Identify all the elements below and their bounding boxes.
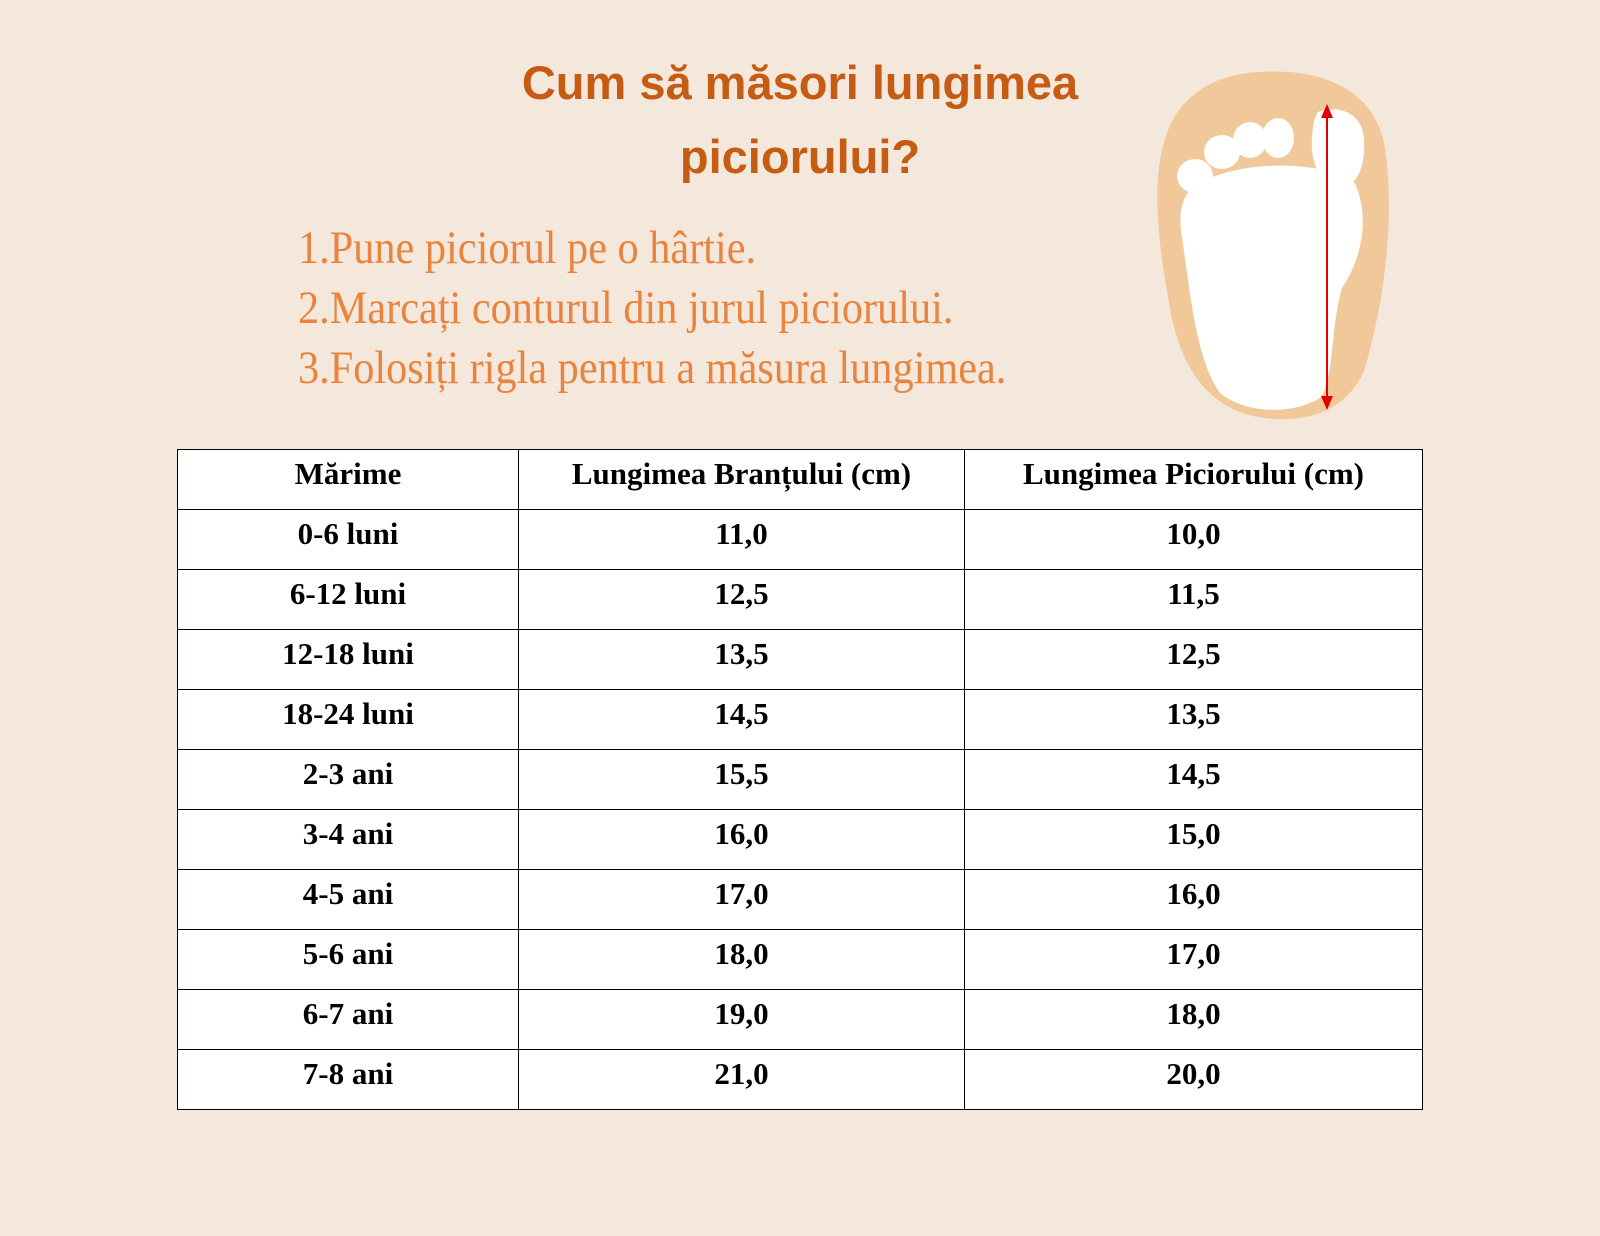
cell-insole-length: 15,5 bbox=[518, 749, 965, 810]
cell-size: 6-7 ani bbox=[177, 989, 519, 1050]
cell-size: 5-6 ani bbox=[177, 929, 519, 990]
cell-insole-length: 16,0 bbox=[518, 809, 965, 870]
cell-size: 3-4 ani bbox=[177, 809, 519, 870]
cell-insole-length: 19,0 bbox=[518, 989, 965, 1050]
cell-foot-length: 20,0 bbox=[964, 1049, 1423, 1110]
cell-size: 6-12 luni bbox=[177, 569, 519, 630]
cell-foot-length: 15,0 bbox=[964, 809, 1423, 870]
instructions: 1.Pune piciorul pe o hârtie. 2.Marcați c… bbox=[298, 218, 1006, 398]
title-line-2: piciorului? bbox=[679, 130, 921, 183]
cell-insole-length: 14,5 bbox=[518, 689, 965, 750]
cell-insole-length: 18,0 bbox=[518, 929, 965, 990]
table-row: 4-5 ani 17,0 16,0 bbox=[177, 869, 1423, 930]
cell-insole-length: 21,0 bbox=[518, 1049, 965, 1110]
step-2: 2.Marcați conturul din jurul piciorului. bbox=[298, 282, 954, 334]
size-table: Mărime Lungimea Branțului (cm) Lungimea … bbox=[177, 449, 1423, 1110]
table-row: 12-18 luni 13,5 12,5 bbox=[177, 629, 1423, 690]
cell-size: 12-18 luni bbox=[177, 629, 519, 690]
table-row: 18-24 luni 14,5 13,5 bbox=[177, 689, 1423, 750]
table-header-row: Mărime Lungimea Branțului (cm) Lungimea … bbox=[177, 449, 1423, 510]
cell-foot-length: 11,5 bbox=[964, 569, 1423, 630]
title-line-1: Cum să măsori lungimea bbox=[521, 56, 1079, 109]
step-1: 1.Pune piciorul pe o hârtie. bbox=[298, 222, 757, 274]
cell-size: 0-6 luni bbox=[177, 509, 519, 570]
cell-foot-length: 14,5 bbox=[964, 749, 1423, 810]
table-row: 6-7 ani 19,0 18,0 bbox=[177, 989, 1423, 1050]
cell-size: 4-5 ani bbox=[177, 869, 519, 930]
table-row: 3-4 ani 16,0 15,0 bbox=[177, 809, 1423, 870]
cell-foot-length: 13,5 bbox=[964, 689, 1423, 750]
table-row: 2-3 ani 15,5 14,5 bbox=[177, 749, 1423, 810]
cell-size: 18-24 luni bbox=[177, 689, 519, 750]
table-row: 0-6 luni 11,0 10,0 bbox=[177, 509, 1423, 570]
cell-foot-length: 17,0 bbox=[964, 929, 1423, 990]
cell-foot-length: 18,0 bbox=[964, 989, 1423, 1050]
cell-insole-length: 17,0 bbox=[518, 869, 965, 930]
cell-insole-length: 13,5 bbox=[518, 629, 965, 690]
cell-foot-length: 12,5 bbox=[964, 629, 1423, 690]
header-size: Mărime bbox=[177, 449, 519, 510]
page-title: Cum să măsori lungimea piciorului? bbox=[380, 46, 1220, 194]
header-insole-length: Lungimea Branțului (cm) bbox=[518, 449, 965, 510]
cell-foot-length: 16,0 bbox=[964, 869, 1423, 930]
cell-insole-length: 12,5 bbox=[518, 569, 965, 630]
table-row: 7-8 ani 21,0 20,0 bbox=[177, 1049, 1423, 1110]
cell-size: 2-3 ani bbox=[177, 749, 519, 810]
cell-insole-length: 11,0 bbox=[518, 509, 965, 570]
table-row: 6-12 luni 12,5 11,5 bbox=[177, 569, 1423, 630]
foot-measure-icon bbox=[1157, 71, 1389, 420]
cell-foot-length: 10,0 bbox=[964, 509, 1423, 570]
table-row: 5-6 ani 18,0 17,0 bbox=[177, 929, 1423, 990]
cell-size: 7-8 ani bbox=[177, 1049, 519, 1110]
step-3: 3.Folosiți rigla pentru a măsura lungime… bbox=[298, 342, 1007, 394]
header-foot-length: Lungimea Piciorului (cm) bbox=[964, 449, 1423, 510]
